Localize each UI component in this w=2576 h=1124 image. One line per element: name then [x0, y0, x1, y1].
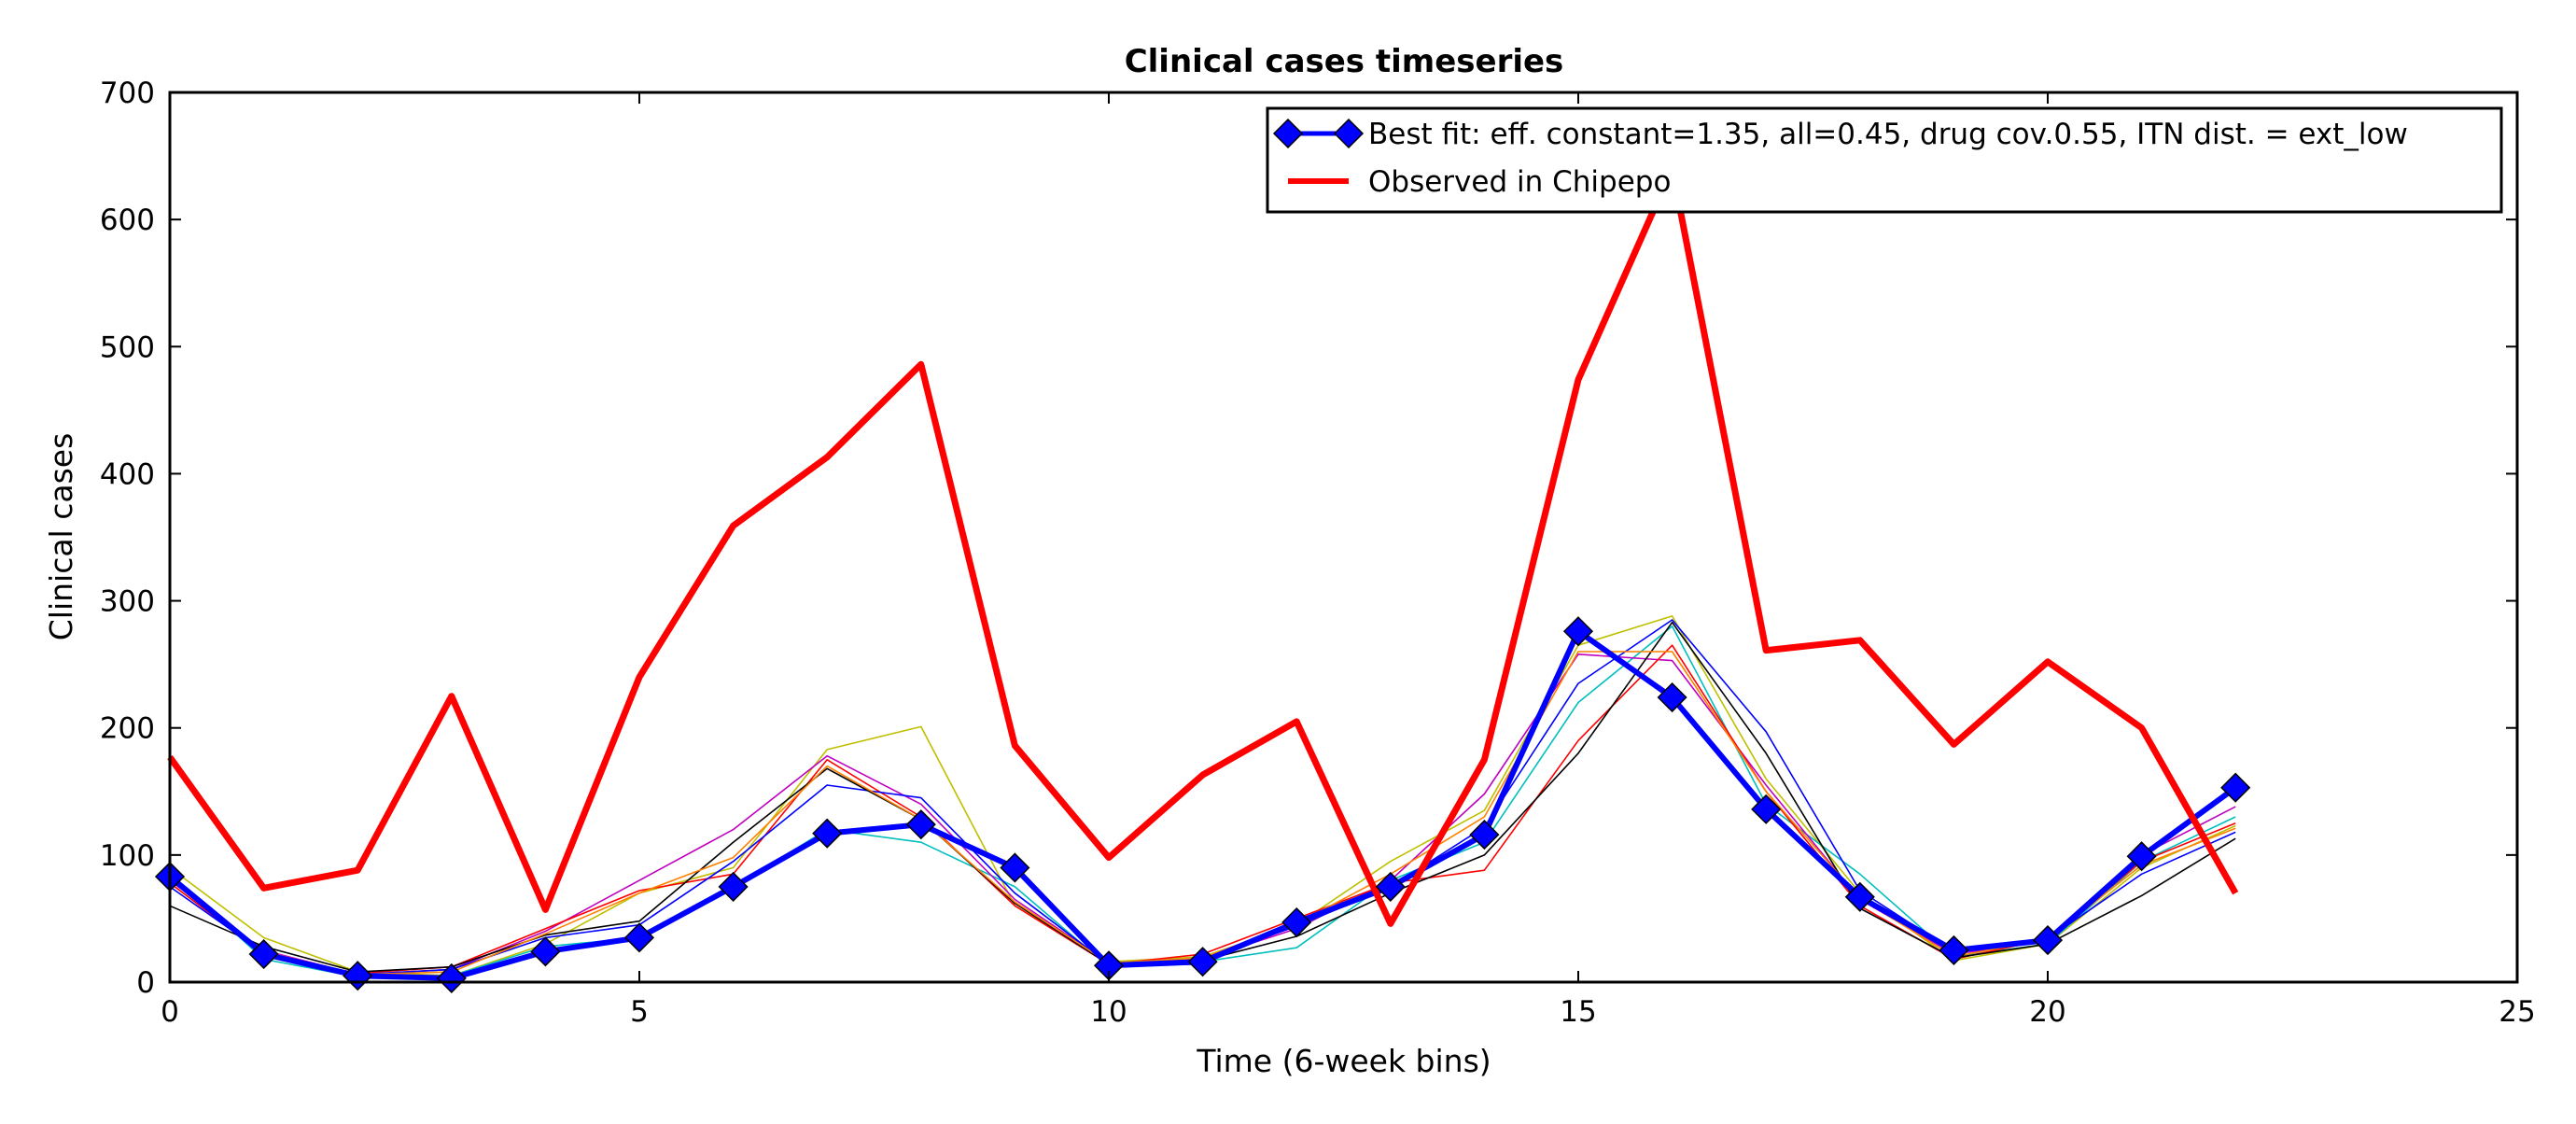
best-fit-point	[248, 938, 279, 970]
legend-observed-label: Observed in Chipepo	[1368, 165, 1671, 199]
x-axis-label: Time (6-week bins)	[1196, 1043, 1491, 1079]
y-tick-label: 300	[100, 585, 155, 619]
x-tick-label: 0	[161, 995, 179, 1029]
x-tick-label: 15	[1560, 995, 1596, 1029]
x-tick-label: 5	[630, 995, 649, 1029]
best-fit-point	[436, 962, 467, 993]
best-fit-point	[905, 809, 936, 840]
y-tick-label: 0	[136, 966, 155, 1000]
plot-frame	[168, 91, 2519, 984]
y-tick-label: 600	[100, 204, 155, 237]
legend-box	[1266, 106, 2503, 214]
y-axis: 0 100 200 300 400 500 600 700	[100, 77, 2517, 1000]
y-axis-label: Clinical cases	[43, 433, 79, 641]
observed-line	[167, 165, 2239, 927]
best-fit-point	[1469, 820, 1500, 850]
best-fit-point	[1375, 871, 1406, 902]
best-fit-point	[2032, 925, 2064, 956]
legend-best-fit-marker	[1272, 118, 1304, 149]
x-axis: 0 5 10 15 20 25	[161, 92, 2536, 1029]
best-fit-point	[623, 922, 655, 953]
chart-title: Clinical cases timeseries	[1125, 43, 1564, 80]
best-fit-point	[2126, 841, 2157, 872]
best-fit-point	[1844, 881, 1875, 912]
best-fit-point	[1562, 616, 1594, 647]
best-fit-point	[1187, 947, 1218, 977]
y-tick-label: 700	[100, 77, 155, 110]
x-tick-label: 25	[2499, 995, 2535, 1029]
x-tick-label: 20	[2029, 995, 2065, 1029]
best-fit-point	[812, 818, 843, 849]
x-tick-label: 10	[1090, 995, 1127, 1029]
y-tick-label: 200	[100, 712, 155, 746]
observed-series	[167, 165, 2239, 927]
best-fit-point	[1281, 906, 1312, 938]
best-fit-point	[1751, 794, 1782, 824]
y-tick-label: 400	[100, 457, 155, 491]
y-tick-label: 500	[100, 330, 155, 364]
legend-best-fit-label: Best fit: eff. constant=1.35, all=0.45, …	[1368, 118, 2408, 151]
best-fit-point	[530, 936, 561, 967]
y-tick-label: 100	[100, 839, 155, 873]
best-fit-point	[718, 871, 749, 902]
legend: Best fit: eff. constant=1.35, all=0.45, …	[1266, 106, 2503, 214]
legend-best-fit-marker	[1333, 118, 1365, 149]
best-fit-point	[1000, 852, 1030, 883]
best-fit-markers	[154, 616, 2251, 993]
best-fit-point	[2220, 772, 2251, 803]
best-fit-point	[1657, 681, 1687, 713]
best-fit-point	[1939, 934, 1969, 966]
